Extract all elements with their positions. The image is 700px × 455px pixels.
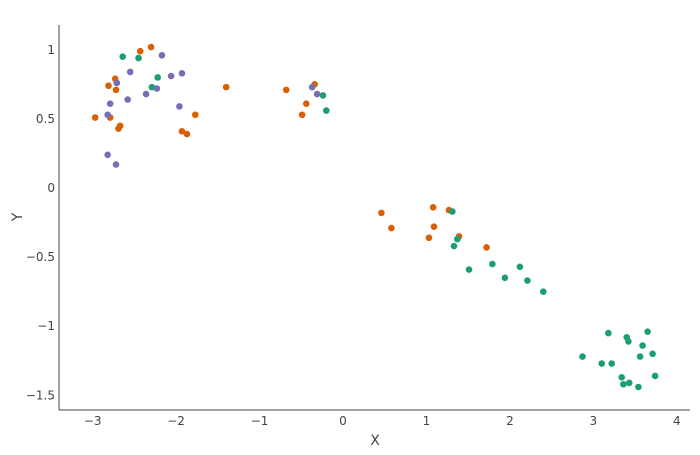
data-point-series-1[interactable]: [135, 54, 142, 62]
data-point-series-1[interactable]: [579, 353, 586, 360]
data-point-series-1[interactable]: [539, 288, 547, 295]
data-point-series-2[interactable]: [313, 90, 321, 98]
data-point-series-2[interactable]: [308, 83, 316, 91]
data-point-series-1[interactable]: [605, 329, 612, 337]
y-tick-label: −0.5: [26, 250, 55, 264]
y-ticks: 1 0.5 0 −0.5 −1 −1.5: [26, 43, 55, 402]
data-point-series-0[interactable]: [105, 82, 112, 90]
data-point-series-2[interactable]: [158, 52, 166, 59]
data-point-series-1[interactable]: [450, 242, 458, 250]
data-point-series-2[interactable]: [113, 79, 121, 87]
data-point-series-2[interactable]: [124, 96, 131, 103]
data-point-series-2[interactable]: [176, 103, 183, 110]
x-tick-label: −3: [84, 414, 102, 428]
data-point-series-1[interactable]: [516, 263, 524, 271]
x-axis-title: X: [370, 433, 380, 449]
data-point-series-1[interactable]: [489, 260, 496, 268]
x-tick-label: 0: [339, 414, 347, 428]
data-point-series-1[interactable]: [119, 53, 126, 61]
data-point-series-1[interactable]: [649, 350, 656, 358]
data-point-series-2[interactable]: [104, 111, 111, 119]
data-point-series-1[interactable]: [608, 360, 616, 367]
data-point-series-0[interactable]: [136, 47, 144, 55]
data-point-series-1[interactable]: [449, 208, 456, 215]
data-point-series-1[interactable]: [639, 342, 646, 349]
data-point-series-1[interactable]: [618, 374, 626, 381]
data-point-series-2[interactable]: [142, 90, 150, 98]
data-point-series-2[interactable]: [178, 69, 186, 77]
data-point-series-0[interactable]: [378, 209, 385, 217]
y-tick-label: −1: [37, 319, 55, 333]
data-point-series-1[interactable]: [465, 266, 473, 273]
data-point-series-2[interactable]: [106, 100, 114, 107]
data-point-series-1[interactable]: [598, 360, 605, 367]
data-point-series-0[interactable]: [178, 128, 186, 135]
data-point-series-0[interactable]: [191, 111, 199, 119]
data-point-series-1[interactable]: [625, 379, 633, 387]
data-point-series-2[interactable]: [167, 72, 175, 80]
data-point-series-0[interactable]: [298, 111, 306, 119]
x-tick-label: 3: [590, 414, 598, 428]
data-point-series-0[interactable]: [425, 234, 433, 242]
data-point-series-1[interactable]: [524, 277, 531, 284]
x-tick-label: 1: [423, 414, 431, 428]
x-tick-label: −2: [167, 414, 185, 428]
x-tick-label: 4: [673, 414, 681, 428]
data-point-series-0[interactable]: [429, 204, 437, 211]
data-point-series-1[interactable]: [636, 353, 644, 360]
data-point-series-1[interactable]: [323, 107, 330, 114]
data-point-series-0[interactable]: [222, 83, 230, 91]
x-tick-label: −1: [251, 414, 269, 428]
data-point-series-1[interactable]: [651, 372, 659, 380]
x-ticks: −3 −2 −1 0 1 2 3 4: [84, 414, 681, 428]
data-point-series-0[interactable]: [112, 86, 120, 94]
data-point-series-0[interactable]: [388, 224, 395, 232]
plot-area: [91, 43, 659, 391]
data-point-series-2[interactable]: [153, 85, 161, 92]
data-point-series-1[interactable]: [454, 235, 461, 243]
y-tick-label: 1: [47, 43, 55, 57]
y-tick-label: 0.5: [36, 112, 55, 126]
data-point-series-1[interactable]: [319, 92, 327, 99]
data-point-series-2[interactable]: [126, 68, 134, 76]
data-point-series-0[interactable]: [183, 130, 191, 138]
data-point-series-1[interactable]: [625, 338, 632, 345]
y-tick-label: 0: [47, 181, 55, 195]
data-point-series-1[interactable]: [148, 83, 156, 91]
data-point-series-0[interactable]: [91, 114, 99, 121]
data-point-series-0[interactable]: [430, 223, 438, 230]
data-point-series-2[interactable]: [112, 161, 120, 168]
data-point-series-0[interactable]: [115, 125, 122, 132]
data-point-series-0[interactable]: [302, 100, 310, 107]
data-point-series-1[interactable]: [154, 74, 162, 81]
data-point-series-0[interactable]: [483, 244, 490, 251]
y-tick-label: −1.5: [26, 388, 55, 402]
x-tick-label: 2: [506, 414, 514, 428]
y-axis-title: Y: [10, 212, 26, 222]
data-point-series-0[interactable]: [147, 43, 155, 51]
data-point-series-1[interactable]: [644, 328, 651, 336]
data-point-series-1[interactable]: [635, 383, 642, 391]
data-point-series-2[interactable]: [104, 151, 111, 159]
data-point-series-1[interactable]: [501, 274, 509, 282]
data-point-series-1[interactable]: [620, 380, 627, 388]
data-point-series-0[interactable]: [282, 86, 290, 94]
